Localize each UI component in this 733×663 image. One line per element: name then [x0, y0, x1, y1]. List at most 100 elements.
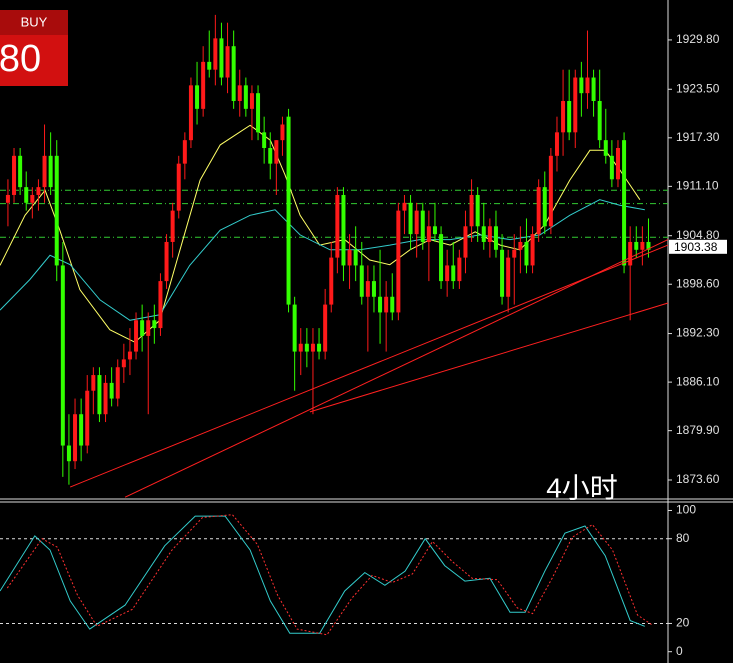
candle-body	[634, 241, 639, 250]
candle-body	[249, 93, 254, 109]
trend-line	[69, 244, 669, 488]
y-tick-label: 1873.60	[676, 472, 720, 486]
candle-body	[60, 265, 65, 446]
buy-header	[0, 10, 68, 35]
candle-body	[359, 265, 364, 297]
candle-body	[493, 226, 498, 250]
candle-body	[182, 140, 187, 164]
candle-body	[280, 124, 285, 141]
indicator-line	[6, 514, 653, 636]
candle-body	[384, 296, 389, 313]
candle-body	[609, 155, 614, 180]
candle-body	[542, 187, 547, 227]
candle-body	[176, 163, 181, 211]
y-tick-label: 1911.10	[676, 179, 719, 193]
candle-body	[579, 77, 584, 94]
candle-body	[536, 187, 541, 235]
candle-body	[628, 241, 633, 266]
candle-body	[256, 93, 261, 133]
candle-body	[219, 38, 224, 78]
y-tick-label: 0	[676, 644, 683, 658]
candle-body	[597, 101, 602, 141]
candle-body	[378, 296, 383, 313]
candle-body	[518, 241, 523, 250]
candle-body	[603, 140, 608, 156]
candle-body	[365, 281, 370, 297]
candle-body	[12, 155, 17, 195]
candle-body	[115, 367, 120, 399]
candle-body	[243, 85, 248, 109]
y-tick-label: 1923.50	[676, 81, 720, 95]
candle-body	[54, 155, 59, 266]
candle-body	[79, 414, 84, 446]
candle-body	[329, 257, 334, 305]
y-tick-label: 1892.30	[676, 326, 720, 340]
candle-body	[91, 375, 96, 391]
candle-body	[30, 194, 35, 203]
last-price-box	[669, 239, 727, 254]
y-tick-label: 20	[676, 616, 690, 630]
candle-body	[36, 187, 41, 195]
candle-body	[390, 296, 395, 313]
candle-body	[304, 343, 309, 352]
candle-body	[347, 249, 352, 266]
candle-body	[591, 77, 596, 102]
candle-body	[585, 77, 590, 94]
y-tick-label: 1917.30	[676, 130, 720, 144]
plot: 1929.80 1923.50 1917.30 1911.10 1904.80 1898.…	[0, 14, 727, 658]
candle-body	[152, 320, 157, 329]
candle-body	[457, 257, 462, 282]
y-tick-label: 1904.80	[676, 228, 720, 242]
candle-body	[207, 61, 212, 70]
candle-body	[298, 343, 303, 352]
y-tick-label: 1886.10	[676, 374, 720, 388]
trend-line	[309, 302, 669, 413]
candle-body	[262, 132, 267, 148]
candle-body	[127, 351, 132, 360]
buy-label[interactable]: BUY	[21, 14, 48, 29]
trend-line	[124, 239, 669, 498]
candle-body	[103, 382, 108, 415]
candle-body	[463, 226, 468, 258]
candle-body	[274, 140, 279, 164]
candle-body	[561, 101, 566, 133]
y-tick-label: 1929.80	[676, 32, 720, 46]
candle-body	[408, 202, 413, 235]
candle-body	[426, 226, 431, 242]
candle-body	[225, 46, 230, 78]
candle-body	[323, 304, 328, 352]
candle-body	[5, 194, 10, 203]
candle-body	[231, 46, 236, 102]
last-price-label: 1903.38	[674, 240, 718, 254]
candle-body	[469, 194, 474, 227]
candle-body	[268, 147, 273, 164]
candle-body	[109, 382, 114, 399]
candle-body	[188, 85, 193, 141]
candle-body	[310, 343, 315, 352]
candle-body	[622, 140, 627, 266]
candle-body	[121, 359, 126, 368]
candle-body	[158, 281, 163, 329]
candle-body	[481, 226, 486, 242]
candle-body	[146, 320, 151, 336]
candle-body	[286, 116, 291, 305]
candle-body	[73, 414, 78, 462]
candle-body	[201, 61, 206, 109]
candle-body	[615, 147, 620, 180]
candle-body	[195, 85, 200, 109]
y-tick-label: 1879.90	[676, 423, 720, 437]
candle-body	[487, 226, 492, 242]
y-tick-label: 100	[676, 503, 696, 517]
candle-body	[134, 320, 139, 352]
candle-body	[402, 202, 407, 211]
candle-body	[439, 234, 444, 282]
buy-price[interactable]: 80	[0, 38, 41, 80]
candle-body	[414, 210, 419, 235]
candle-body	[164, 241, 169, 282]
candle-body	[451, 265, 456, 282]
candle-body	[371, 281, 376, 297]
candle-body	[42, 155, 47, 188]
